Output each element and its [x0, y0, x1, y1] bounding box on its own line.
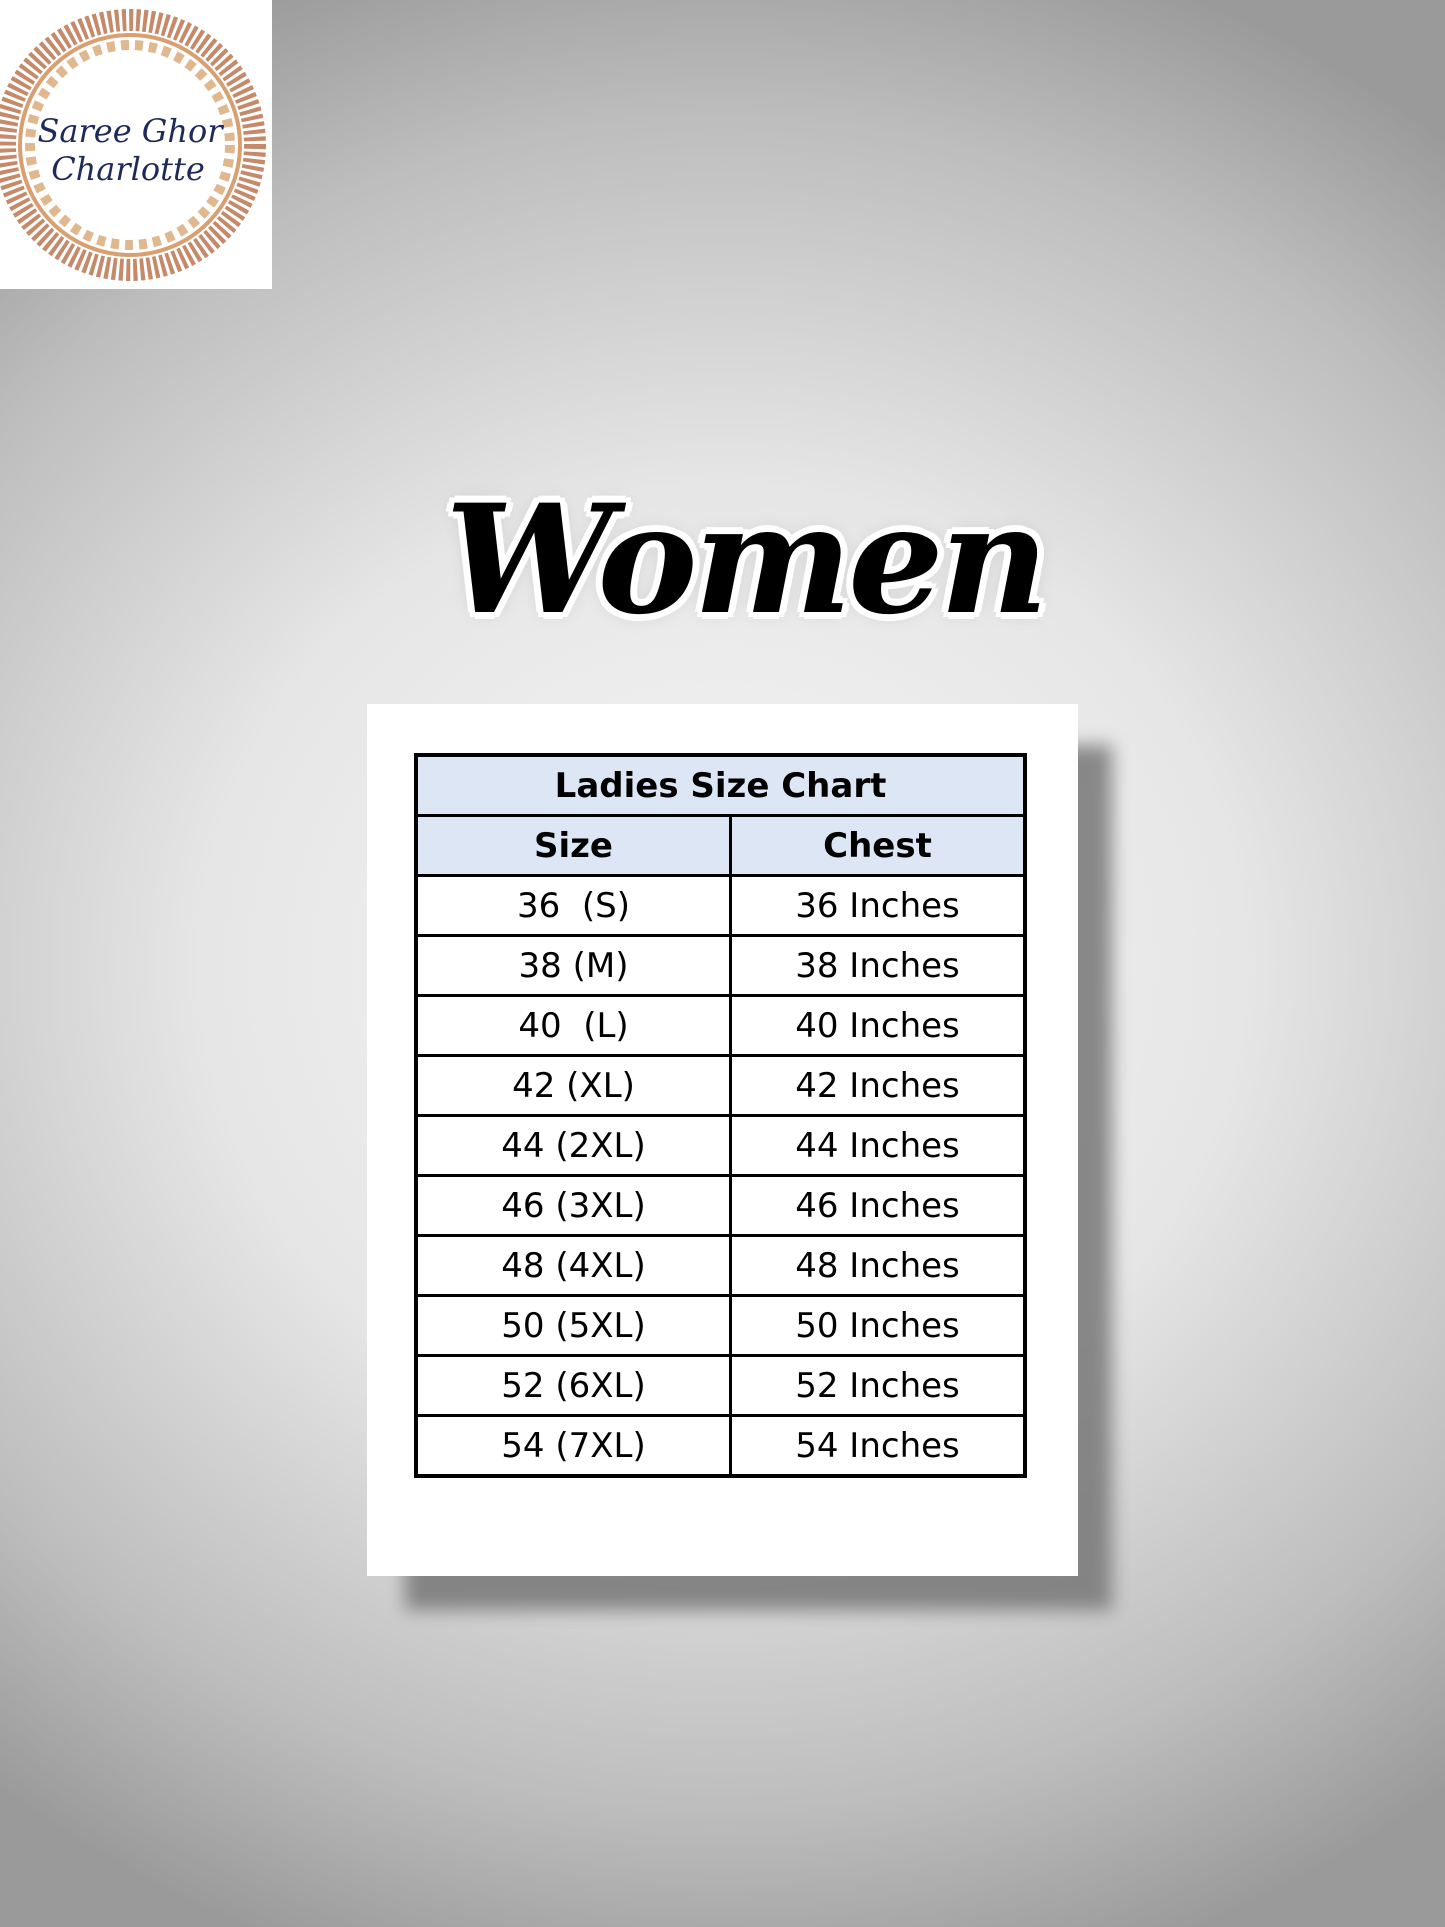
size-cell: 36 (S): [414, 874, 732, 937]
table-row: 46 (3XL) 46 Inches: [414, 1174, 1027, 1237]
chest-cell: 44 Inches: [729, 1114, 1027, 1177]
table-row: 42 (XL) 42 Inches: [414, 1054, 1027, 1117]
size-cell: 42 (XL): [414, 1054, 732, 1117]
chest-cell: 46 Inches: [729, 1174, 1027, 1237]
page-title: Women: [445, 472, 1048, 648]
title-sticker: Women: [445, 470, 1048, 650]
header-chest: Chest: [729, 814, 1027, 877]
size-cell: 40 (L): [414, 994, 732, 1057]
size-cell: 46 (3XL): [414, 1174, 732, 1237]
table-row: 36 (S) 36 Inches: [414, 874, 1027, 937]
chest-cell: 42 Inches: [729, 1054, 1027, 1117]
size-chart-table: Ladies Size Chart Size Chest 36 (S) 36 In…: [414, 753, 1027, 1478]
logo-line1: Saree Ghor: [37, 112, 224, 150]
table-row: 54 (7XL) 54 Inches: [414, 1414, 1027, 1478]
table-row: 48 (4XL) 48 Inches: [414, 1234, 1027, 1297]
chest-cell: 54 Inches: [729, 1414, 1027, 1478]
size-chart-card: Ladies Size Chart Size Chest 36 (S) 36 In…: [367, 704, 1078, 1576]
size-cell: 54 (7XL): [414, 1414, 732, 1478]
brand-logo: Saree Ghor Charlotte: [0, 0, 272, 289]
table-row: 40 (L) 40 Inches: [414, 994, 1027, 1057]
table-row: 50 (5XL) 50 Inches: [414, 1294, 1027, 1357]
table-caption: Ladies Size Chart: [414, 753, 1027, 817]
chest-cell: 38 Inches: [729, 934, 1027, 997]
table-row: 52 (6XL) 52 Inches: [414, 1354, 1027, 1417]
chest-cell: 52 Inches: [729, 1354, 1027, 1417]
size-cell: 50 (5XL): [414, 1294, 732, 1357]
chest-cell: 36 Inches: [729, 874, 1027, 937]
chest-cell: 48 Inches: [729, 1234, 1027, 1297]
table-row: 38 (M) 38 Inches: [414, 934, 1027, 997]
logo-line2: Charlotte: [51, 150, 205, 188]
chest-cell: 50 Inches: [729, 1294, 1027, 1357]
chest-cell: 40 Inches: [729, 994, 1027, 1057]
table-row: 44 (2XL) 44 Inches: [414, 1114, 1027, 1177]
size-cell: 44 (2XL): [414, 1114, 732, 1177]
header-size: Size: [414, 814, 732, 877]
size-cell: 48 (4XL): [414, 1234, 732, 1297]
size-cell: 38 (M): [414, 934, 732, 997]
size-cell: 52 (6XL): [414, 1354, 732, 1417]
